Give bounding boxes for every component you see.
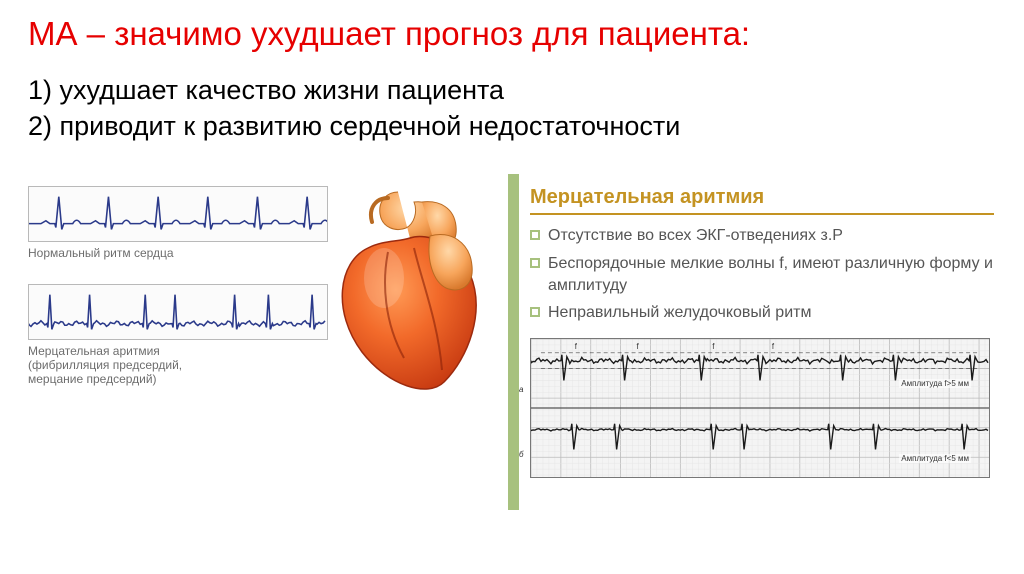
row-b-label: б [517,450,526,459]
left-panel: Нормальный ритм сердца Мерцательная арит… [28,186,488,477]
ecg-af-strip [28,284,328,340]
svg-text:f: f [712,342,715,351]
bullet-1: Отсутствие во всех ЭКГ-отведениях з.Р [530,225,994,247]
af-cap-l1: Мерцательная аритмия [28,344,160,358]
ecg-af-caption: Мерцательная аритмия (фибрилляция предсе… [28,344,328,386]
annotation-top: Амплитуда f>5 мм [899,379,971,388]
bullet-square-icon [530,307,540,317]
right-panel: Мерцательная аритмия Отсутствие во всех … [508,186,994,477]
svg-text:f: f [637,342,640,351]
svg-text:f: f [772,342,775,351]
af-cap-l3: мерцание предсердий) [28,372,157,386]
list-item-1: 1) ухудшает качество жизни пациента [28,72,996,108]
af-cap-l2: (фибрилляция предсердий, [28,358,182,372]
bullet-square-icon [530,230,540,240]
ecg-normal-caption: Нормальный ритм сердца [28,246,328,260]
right-ecg-figure: ffff Амплитуда f>5 мм Амплитуда f<5 мм а… [530,338,990,478]
annotation-bot: Амплитуда f<5 мм [899,454,971,463]
accent-bar [508,174,519,509]
slide-title: МА – значимо ухудшает прогноз для пациен… [28,14,996,54]
bullet-2-text: Беспорядочные мелкие волны f, имеют разл… [548,253,994,296]
bullet-square-icon [530,258,540,268]
heart-illustration [318,182,498,402]
row-a-label: а [517,385,525,394]
bullet-1-text: Отсутствие во всех ЭКГ-отведениях з.Р [548,225,843,247]
svg-text:f: f [575,342,578,351]
bullet-3-text: Неправильный желудочковый ритм [548,302,811,324]
list-item-2: 2) приводит к развитию сердечной недоста… [28,108,996,144]
right-heading: Мерцательная аритмия [530,186,994,215]
bullet-2: Беспорядочные мелкие волны f, имеют разл… [530,253,994,296]
ecg-normal-strip [28,186,328,242]
bullet-3: Неправильный желудочковый ритм [530,302,994,324]
